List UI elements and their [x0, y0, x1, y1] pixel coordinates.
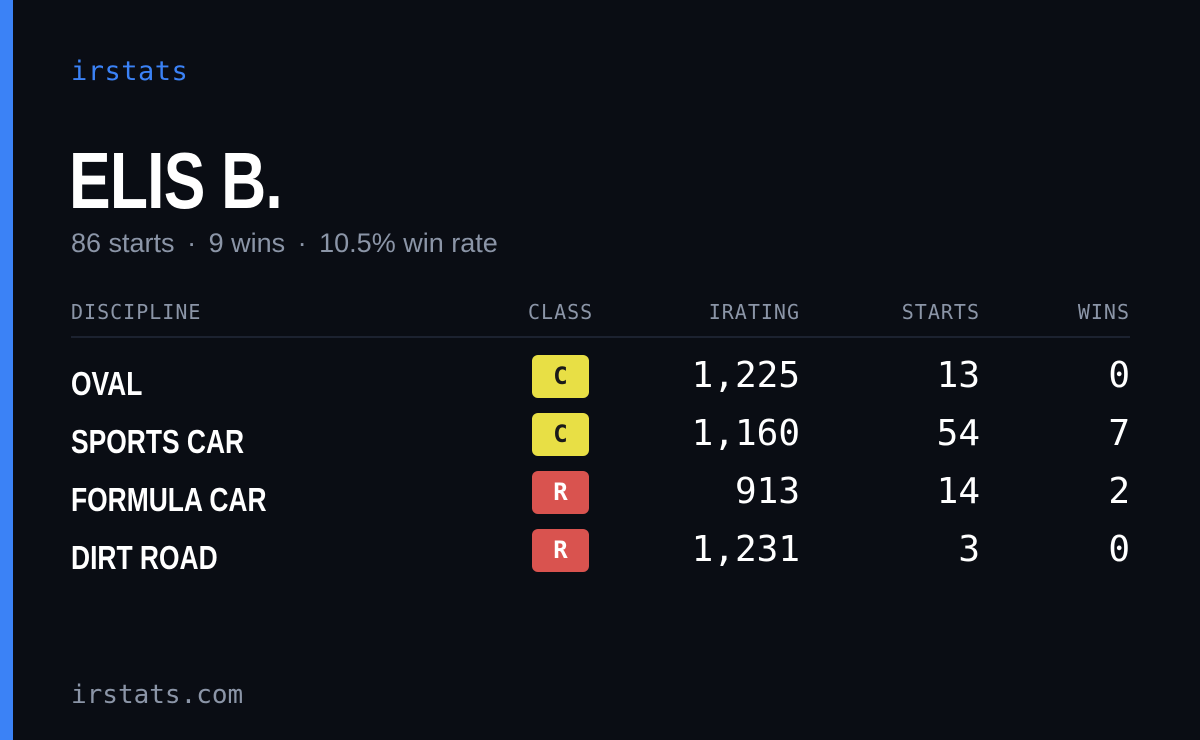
starts-value: 3 [958, 529, 980, 570]
license-class-badge: R [532, 529, 589, 572]
summary-win-rate: 10.5% win rate [319, 228, 498, 258]
starts-value: 54 [936, 413, 980, 454]
wins-value: 7 [1108, 413, 1130, 454]
summary-wins: 9 wins [208, 228, 286, 258]
summary-starts: 86 starts [71, 228, 175, 258]
header-class: CLASS [528, 300, 594, 324]
header-discipline: DISCIPLINE [71, 300, 202, 324]
header-starts: STARTS [901, 300, 980, 324]
table-body: OVAL C 1,225 13 0 SPORTS CAR C 1,160 54 … [71, 353, 1130, 585]
discipline-name: DIRT ROAD [71, 539, 218, 576]
table-row: SPORTS CAR C 1,160 54 7 [71, 411, 1130, 469]
irating-value: 1,225 [691, 355, 800, 396]
summary-separator: · [187, 228, 197, 258]
irating-value: 913 [734, 471, 800, 512]
header-wins: WINS [1077, 300, 1130, 324]
summary-separator: · [297, 228, 307, 258]
wins-value: 0 [1108, 529, 1130, 570]
accent-bar [0, 0, 13, 740]
driver-name: ELIS B. [69, 136, 283, 225]
license-class-badge: R [532, 471, 589, 514]
driver-summary: 86 starts · 9 wins · 10.5% win rate [71, 228, 498, 259]
license-class-badge: C [532, 413, 589, 456]
table-row: OVAL C 1,225 13 0 [71, 353, 1130, 411]
starts-value: 14 [936, 471, 980, 512]
header-irating: IRATING [708, 300, 800, 324]
brand-logo[interactable]: irstats [71, 56, 189, 87]
discipline-name: FORMULA CAR [71, 481, 267, 518]
starts-value: 13 [936, 355, 980, 396]
irating-value: 1,160 [691, 413, 800, 454]
table-header: DISCIPLINE CLASS IRATING STARTS WINS [71, 296, 1130, 338]
irating-value: 1,231 [691, 529, 800, 570]
discipline-name: OVAL [71, 365, 143, 402]
footer-url[interactable]: irstats.com [71, 680, 244, 710]
wins-value: 0 [1108, 355, 1130, 396]
wins-value: 2 [1108, 471, 1130, 512]
license-class-badge: C [532, 355, 589, 398]
discipline-name: SPORTS CAR [71, 423, 245, 460]
stats-table: DISCIPLINE CLASS IRATING STARTS WINS OVA… [71, 296, 1130, 585]
table-row: FORMULA CAR R 913 14 2 [71, 469, 1130, 527]
table-row: DIRT ROAD R 1,231 3 0 [71, 527, 1130, 585]
